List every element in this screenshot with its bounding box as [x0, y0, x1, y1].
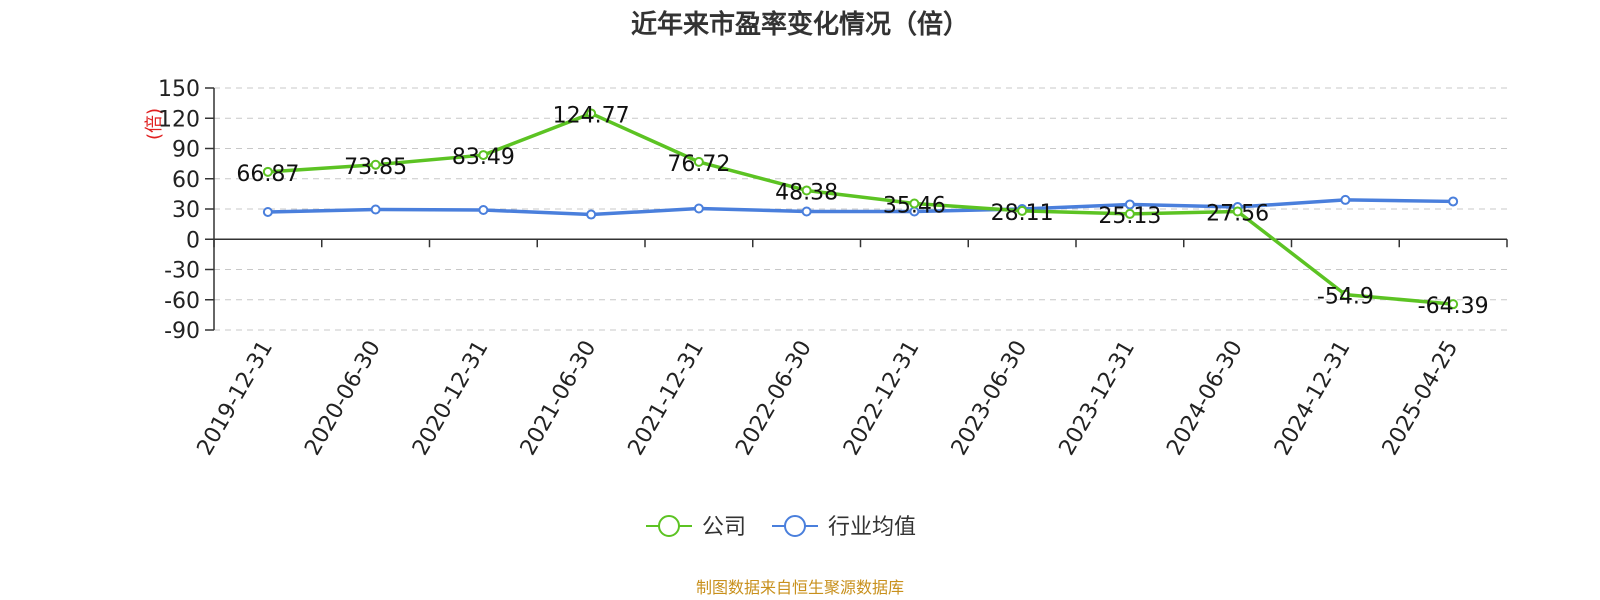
data-label: 48.38	[775, 180, 838, 205]
data-label: -54.9	[1317, 285, 1374, 310]
y-tick-label: -90	[164, 319, 200, 344]
y-tick-label: 0	[186, 228, 200, 253]
data-point[interactable]	[370, 159, 381, 170]
legend-marker	[784, 515, 806, 537]
legend-marker	[658, 515, 680, 537]
x-tick-labels: 2019-12-31 2020-06-30 2020-12-31 2021-06-30…	[192, 337, 1463, 460]
x-tick-label: 2022-12-31	[839, 337, 925, 460]
series-line-0	[267, 111, 1454, 306]
y-axis-label: (倍)	[144, 108, 165, 140]
y-tick-label: 120	[158, 107, 200, 132]
data-labels: 66.87 73.85 83.49 124.77 76.72 48.38 35.46 28.1…	[236, 103, 1488, 319]
x-tick-label: 2024-12-31	[1270, 337, 1356, 460]
legend-item-1[interactable]: 行业均值	[772, 515, 916, 540]
data-point[interactable]	[262, 166, 273, 177]
data-label: 124.77	[553, 103, 630, 128]
chart-title: 近年来市盈率变化情况（倍）	[631, 9, 969, 40]
legend-item-0[interactable]: 公司	[646, 515, 746, 540]
data-label: 28.11	[991, 201, 1054, 226]
x-tick-label: 2022-06-30	[731, 337, 817, 460]
y-tick-label: 30	[172, 198, 200, 223]
data-label: 25.13	[1098, 204, 1161, 229]
data-label: 76.72	[667, 152, 730, 177]
data-point[interactable]	[1124, 208, 1135, 219]
data-point[interactable]	[1124, 199, 1135, 210]
legend-label: 行业均值	[828, 515, 916, 540]
data-point[interactable]	[1232, 206, 1243, 217]
data-point[interactable]	[478, 150, 489, 161]
data-point[interactable]	[801, 185, 812, 196]
y-tick-label: 90	[172, 138, 200, 163]
data-label: 73.85	[344, 155, 407, 180]
x-tick-label: 2021-12-31	[623, 337, 709, 460]
data-point[interactable]	[1448, 299, 1459, 310]
legend[interactable]: 公司 行业均值	[646, 515, 916, 540]
data-label: 83.49	[452, 145, 515, 170]
x-tick-label: 2021-06-30	[516, 337, 602, 460]
x-tick-label: 2019-12-31	[192, 337, 278, 460]
y-tick-label: 150	[158, 77, 200, 102]
data-point[interactable]	[1017, 205, 1028, 216]
y-tick-labels: 150 120 90 60 30 0 -30 -60 -90	[158, 77, 200, 344]
data-label: -64.39	[1418, 294, 1489, 319]
data-point[interactable]	[262, 207, 273, 218]
axes	[205, 87, 1508, 331]
x-tick-label: 2023-12-31	[1054, 337, 1140, 460]
x-tick-label: 2020-12-31	[408, 337, 494, 460]
y-tick-label: 60	[172, 168, 200, 193]
data-point[interactable]	[478, 205, 489, 216]
y-tick-label: -30	[164, 259, 200, 284]
series-lines	[262, 108, 1459, 310]
legend-label: 公司	[702, 515, 746, 540]
data-point[interactable]	[1448, 196, 1459, 207]
data-point[interactable]	[586, 108, 597, 119]
data-point[interactable]	[370, 204, 381, 215]
x-tick-label: 2023-06-30	[947, 337, 1033, 460]
data-point[interactable]	[693, 203, 704, 214]
data-point[interactable]	[1340, 289, 1351, 300]
data-source-note: 制图数据来自恒生聚源数据库	[696, 578, 904, 597]
data-point[interactable]	[801, 206, 812, 217]
series-line-1	[267, 198, 1454, 217]
data-point[interactable]	[1340, 194, 1351, 205]
data-point[interactable]	[693, 156, 704, 167]
data-point[interactable]	[586, 209, 597, 220]
data-label: 66.87	[236, 162, 299, 187]
data-label: 35.46	[883, 193, 946, 218]
y-tick-label: -60	[164, 289, 200, 314]
x-tick-label: 2025-04-25	[1378, 337, 1464, 460]
x-tick-label: 2024-06-30	[1162, 337, 1248, 460]
x-tick-label: 2020-06-30	[300, 337, 386, 460]
data-point[interactable]	[909, 198, 920, 209]
data-label: 27.56	[1206, 201, 1269, 226]
